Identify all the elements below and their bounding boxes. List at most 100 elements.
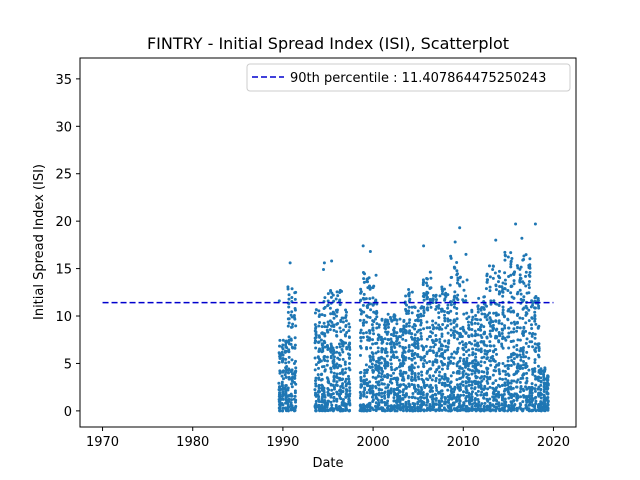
data-point [288,261,292,265]
data-point [419,331,423,335]
data-point [467,334,471,338]
data-point [435,358,439,362]
data-point [431,360,435,364]
data-point [488,397,492,401]
data-point [404,324,408,328]
data-point [385,318,389,322]
data-point [294,290,298,294]
data-point [375,322,379,326]
data-point [348,386,352,390]
data-point [485,372,489,376]
data-point [512,272,516,276]
data-point [319,359,323,363]
data-point [419,392,423,396]
data-point [313,356,317,360]
data-point [430,331,434,335]
data-point [457,397,461,401]
data-point [317,408,321,412]
data-point [320,350,324,354]
data-point [462,348,466,352]
data-point [392,318,396,322]
data-point [339,319,343,323]
data-point [503,336,507,340]
data-point [434,338,438,342]
data-point [323,368,327,372]
data-point [412,352,416,356]
data-point [503,254,507,258]
data-point [364,363,368,367]
data-point [464,345,468,349]
data-point [430,338,434,342]
data-point [462,357,466,361]
data-point [515,385,518,389]
data-point [435,351,439,355]
data-point [471,364,475,368]
data-point [503,383,507,387]
data-point [528,403,532,407]
data-point [542,388,546,392]
data-point [503,381,507,385]
data-point [317,324,321,328]
data-point [368,380,372,384]
data-point [411,325,415,329]
data-point [422,396,426,400]
data-point [293,394,297,398]
data-point [361,270,365,274]
data-point [522,258,526,262]
data-point [395,380,399,384]
data-point [533,360,537,364]
data-point [483,374,487,378]
data-point [359,336,363,340]
data-point [376,350,380,354]
data-point [452,298,456,302]
data-point [317,366,321,370]
data-point [289,313,293,317]
data-point [343,371,347,375]
data-point [453,290,457,294]
data-point [446,366,450,370]
data-point [533,314,537,318]
data-point [329,367,333,371]
data-point [483,332,487,336]
data-point [494,328,498,332]
data-point [411,391,415,395]
data-point [470,383,474,387]
data-point [392,371,396,375]
data-point [497,404,501,408]
data-point [368,297,372,301]
data-point [332,328,336,332]
data-point [362,280,366,284]
data-point [503,369,507,373]
data-point [284,398,288,402]
data-point [380,372,384,376]
data-point [331,293,335,297]
data-point [515,380,519,384]
data-point [293,371,297,374]
data-point [421,283,425,287]
data-point [411,395,415,399]
data-point [398,344,402,348]
data-point [348,325,352,329]
data-point [421,362,425,366]
data-point [359,328,363,332]
data-point [452,336,456,340]
data-point [389,333,393,337]
data-point [434,379,438,383]
data-point [376,346,380,350]
x-tick-label: 1990 [266,435,299,450]
data-point [358,331,362,335]
data-point [430,378,434,382]
data-point [440,389,444,393]
data-point [431,374,435,378]
data-point [494,394,498,398]
data-point [458,385,462,389]
data-point [383,394,386,398]
data-point [369,346,373,350]
data-point [426,399,430,403]
data-point [314,379,318,383]
data-point [344,377,348,381]
data-point [448,361,452,365]
data-point [527,286,531,290]
data-point [488,377,492,381]
data-point [509,259,513,263]
